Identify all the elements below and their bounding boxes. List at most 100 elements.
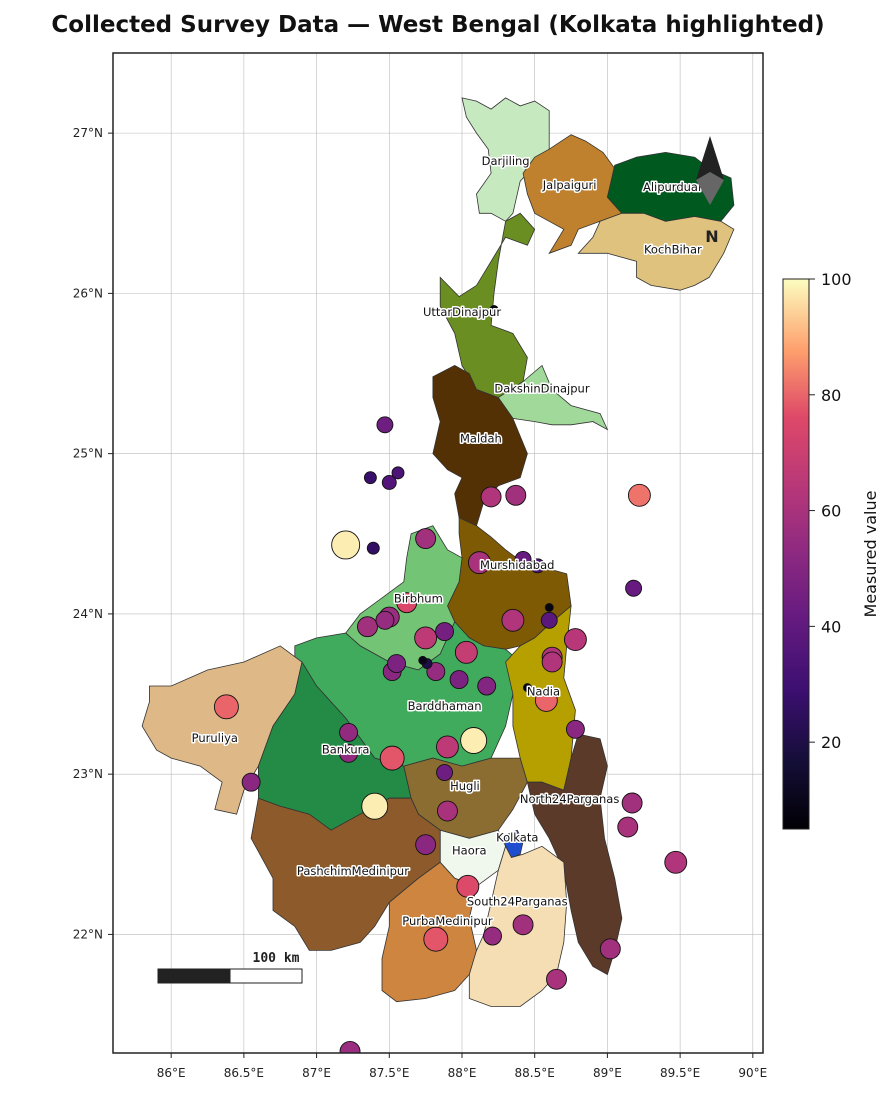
x-tick-label: 86.5°E — [224, 1066, 264, 1080]
survey-point — [415, 528, 437, 550]
survey-point — [541, 651, 563, 673]
district-kochbihar — [577, 212, 735, 291]
x-tick-label: 86°E — [157, 1066, 186, 1080]
survey-point — [617, 816, 639, 838]
survey-point — [357, 616, 378, 638]
y-tick-label: 23°N — [73, 767, 103, 781]
north-arrow-head-icon — [696, 136, 724, 180]
survey-points — [213, 304, 688, 1053]
y-tick-label: 25°N — [73, 447, 103, 461]
survey-point — [436, 735, 459, 759]
x-tick-label: 88°E — [448, 1066, 477, 1080]
district-jalpaiguri — [522, 134, 623, 255]
district-label-jalpaiguri: Jalpaiguri — [542, 178, 597, 192]
survey-point — [331, 530, 361, 560]
north-arrow-tail-icon — [696, 172, 724, 205]
y-tick-label: 26°N — [73, 286, 103, 300]
survey-point — [376, 416, 394, 434]
district-label-south24parganas: South24Parganas — [467, 895, 568, 909]
district-label-pashchimmedinipur: PashchimMedinipur — [297, 864, 409, 878]
survey-point — [379, 745, 405, 771]
colorbar-gradient — [782, 278, 810, 830]
survey-point — [396, 592, 418, 614]
x-tick-label: 88.5°E — [515, 1066, 555, 1080]
y-tick-label: 24°N — [73, 607, 103, 621]
district-darjiling — [461, 97, 550, 222]
district-label-bankura: Bankura — [322, 742, 370, 756]
x-tick-label: 90°E — [738, 1066, 767, 1080]
survey-point — [339, 743, 359, 763]
y-axis: 22°N 23°N 24°N 25°N 26°N 27°N — [73, 126, 113, 941]
district-labels: Darjiling Jalpaiguri Alipurduar KochBihar Ut… — [190, 153, 704, 930]
survey-point — [460, 727, 488, 754]
plot-frame — [112, 52, 764, 1054]
survey-point — [241, 772, 261, 792]
scale-bar-label: 100 km — [253, 951, 300, 966]
y-tick-label: 27°N — [73, 126, 103, 140]
survey-point — [454, 640, 478, 664]
district-label-dakshindinajpur: DakshinDinajpur — [494, 382, 589, 396]
district-label-murshidabad: Murshidabad — [480, 558, 554, 572]
district-label-darjiling: Darjiling — [482, 154, 530, 168]
district-label-hugli: Hugli — [450, 779, 480, 793]
survey-point — [627, 483, 651, 507]
survey-point — [625, 579, 643, 597]
survey-point — [435, 622, 454, 641]
district-label-puruliya: Puruliya — [192, 731, 238, 745]
survey-point — [599, 938, 621, 960]
survey-point — [213, 694, 239, 720]
plot-area: Darjiling Jalpaiguri Alipurduar KochBihar Ut… — [112, 52, 764, 1054]
survey-point — [418, 655, 428, 665]
survey-point — [664, 850, 688, 874]
survey-point — [501, 608, 525, 632]
district-label-kochbihar: KochBihar — [644, 242, 702, 256]
survey-point — [426, 662, 446, 682]
north-arrow-label: N — [705, 227, 718, 246]
district-label-haora: Haora — [452, 843, 487, 857]
colorbar-tick-label: 60 — [821, 502, 841, 521]
survey-point — [339, 1040, 361, 1053]
survey-point — [437, 800, 458, 822]
scale-bar: 100 km — [157, 951, 303, 984]
scale-bar-light-segment — [229, 968, 303, 984]
survey-point — [512, 914, 534, 936]
survey-point — [387, 654, 407, 674]
district-polygons — [141, 97, 735, 1007]
survey-point — [467, 551, 491, 575]
district-label-kolkata: Kolkata — [496, 830, 538, 844]
survey-point — [456, 874, 480, 898]
survey-point — [436, 764, 453, 782]
district-uttardinajpur — [439, 212, 536, 399]
x-tick-label: 87.5°E — [369, 1066, 409, 1080]
colorbar-tick-label: 100 — [821, 270, 852, 289]
map-title: Collected Survey Data — West Bengal (Kol… — [51, 12, 824, 38]
district-label-alipurduar: Alipurduar — [643, 180, 703, 194]
survey-point — [339, 723, 359, 742]
x-axis: 86°E 86.5°E 87°E 87.5°E 88°E 88.5°E 89°E 89.5°E… — [157, 1053, 767, 1080]
survey-point — [514, 550, 532, 568]
colorbar-tick-label: 20 — [821, 733, 841, 752]
survey-point — [449, 670, 469, 690]
survey-point — [414, 626, 438, 650]
survey-point — [621, 792, 643, 814]
colorbar-ticks: 20 40 60 80 100 — [809, 270, 852, 752]
survey-point — [530, 558, 546, 574]
survey-point — [366, 541, 380, 555]
district-label-nadia: Nadia — [527, 685, 560, 699]
survey-point — [544, 603, 554, 612]
survey-point — [375, 610, 395, 630]
survey-point — [415, 834, 437, 856]
district-label-barddhaman: Barddhaman — [408, 699, 482, 713]
colorbar-tick-label: 80 — [821, 386, 841, 405]
survey-point — [565, 719, 585, 739]
district-label-purbamedinipur: PurbaMedinipur — [402, 914, 493, 928]
survey-point — [423, 926, 449, 952]
district-label-birbhum: Birbhum — [394, 592, 443, 606]
survey-point — [363, 471, 377, 485]
survey-point — [534, 688, 558, 712]
district-label-north24parganas: North24Parganas — [520, 792, 619, 806]
survey-point — [391, 466, 405, 480]
district-label-maldah: Maldah — [460, 431, 502, 445]
survey-point — [563, 628, 587, 651]
